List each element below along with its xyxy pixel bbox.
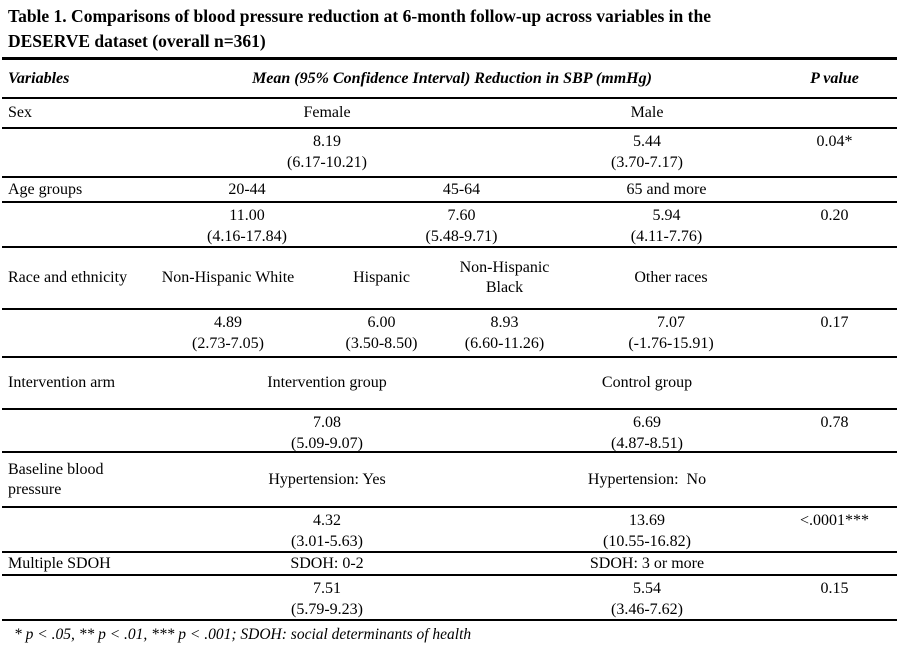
mean-value: 6.69 xyxy=(633,414,661,431)
mean-value: 11.00 xyxy=(229,207,265,224)
ci-value: (3.46-7.62) xyxy=(611,601,683,618)
category-control-group: Control group xyxy=(601,374,693,391)
value-cell-sdoh-0-2: 7.51 (5.79-9.23) xyxy=(132,578,522,620)
baseline-bp-data-row: 4.32 (3.01-5.63) 13.69 (10.55-16.82) <.0… xyxy=(2,508,897,553)
category-nh-black: Non-Hispanic Black xyxy=(459,259,554,296)
ci-value: (4.16-17.84) xyxy=(207,228,287,245)
age-category-row: Age groups 20-44 45-64 65 and more xyxy=(2,178,897,203)
mean-value: 8.19 xyxy=(313,133,341,150)
table-title: Table 1. Comparisons of blood pressure r… xyxy=(2,0,897,60)
category-intervention-group: Intervention group xyxy=(267,374,387,391)
category-sdoh-3-more: SDOH: 3 or more xyxy=(589,554,705,572)
value-cell-male: 5.44 (3.70-7.17) xyxy=(522,131,772,173)
category-other-races: Other races xyxy=(634,269,708,286)
value-cell-female: 8.19 (6.17-10.21) xyxy=(132,131,522,173)
variable-label-age: Age groups xyxy=(8,180,83,198)
p-value-sex: 0.04* xyxy=(816,133,853,150)
category-20-44: 20-44 xyxy=(228,180,266,198)
ci-value: (3.70-7.17) xyxy=(611,154,683,171)
variable-label-race: Race and ethnicity xyxy=(8,269,128,286)
ci-value: (-1.76-15.91) xyxy=(628,335,714,352)
p-value-baseline-bp: <.0001*** xyxy=(799,512,870,529)
variable-label-sex: Sex xyxy=(8,104,32,121)
race-category-row: Race and ethnicity Non-Hispanic White Hi… xyxy=(2,248,897,310)
category-nh-white: Non-Hispanic White xyxy=(161,269,295,286)
variable-label-baseline-bp: Baseline blood pressure xyxy=(8,460,104,498)
ci-value: (5.79-9.23) xyxy=(291,601,363,618)
category-65-more: 65 and more xyxy=(626,180,707,198)
variable-label-intervention: Intervention arm xyxy=(8,374,116,391)
mean-value: 7.60 xyxy=(447,207,476,224)
variable-label-sdoh: Multiple SDOH xyxy=(8,554,111,572)
value-cell-20-44: 11.00 (4.16-17.84) xyxy=(132,205,362,247)
value-cell-hispanic: 6.00 (3.50-8.50) xyxy=(324,312,439,354)
mean-value: 13.69 xyxy=(629,512,665,529)
ci-value: (10.55-16.82) xyxy=(603,533,691,550)
category-hypertension-yes: Hypertension: Yes xyxy=(268,470,386,488)
value-cell-other-races: 7.07 (-1.76-15.91) xyxy=(570,312,772,354)
mean-value: 4.32 xyxy=(313,512,341,529)
ci-value: (4.11-7.76) xyxy=(630,228,703,245)
ci-value: (4.87-8.51) xyxy=(611,435,683,452)
category-male: Male xyxy=(630,104,664,121)
value-cell-hypertension-no: 13.69 (10.55-16.82) xyxy=(522,510,772,552)
sdoh-data-row: 7.51 (5.79-9.23) 5.54 (3.46-7.62) 0.15 xyxy=(2,576,897,621)
ci-value: (5.48-9.71) xyxy=(425,228,498,245)
p-value-race: 0.17 xyxy=(820,314,849,331)
mean-value: 5.44 xyxy=(633,133,661,150)
ci-value: (3.50-8.50) xyxy=(345,335,418,352)
header-variables: Variables xyxy=(8,69,70,87)
intervention-category-row: Intervention arm Intervention group Cont… xyxy=(2,358,897,410)
sex-category-row: Sex Female Male xyxy=(2,99,897,129)
mean-value: 6.00 xyxy=(367,314,396,331)
mean-value: 7.07 xyxy=(657,314,685,331)
header-mean-ci: Mean (95% Confidence Interval) Reduction… xyxy=(252,69,652,87)
race-data-row: 4.89 (2.73-7.05) 6.00 (3.50-8.50) 8.93 (… xyxy=(2,310,897,358)
table-header-row: Variables Mean (95% Confidence Interval)… xyxy=(2,60,897,99)
p-value-age: 0.20 xyxy=(820,207,849,224)
ci-value: (6.60-11.26) xyxy=(464,335,545,352)
category-45-64: 45-64 xyxy=(442,180,481,198)
sex-data-row: 8.19 (6.17-10.21) 5.44 (3.70-7.17) 0.04* xyxy=(2,129,897,178)
value-cell-nh-black: 8.93 (6.60-11.26) xyxy=(439,312,570,354)
p-value-sdoh: 0.15 xyxy=(820,580,849,597)
ci-value: (2.73-7.05) xyxy=(192,335,264,352)
mean-value: 5.54 xyxy=(633,580,661,597)
category-hispanic: Hispanic xyxy=(353,269,410,286)
baseline-bp-category-row: Baseline blood pressure Hypertension: Ye… xyxy=(2,453,897,508)
value-cell-sdoh-3-more: 5.54 (3.46-7.62) xyxy=(522,578,772,620)
mean-value: 7.51 xyxy=(313,580,341,597)
intervention-data-row: 7.08 (5.09-9.07) 6.69 (4.87-8.51) 0.78 xyxy=(2,410,897,453)
value-cell-intervention-group: 7.08 (5.09-9.07) xyxy=(132,412,522,454)
age-data-row: 11.00 (4.16-17.84) 7.60 (5.48-9.71) 5.94… xyxy=(2,203,897,248)
value-cell-hypertension-yes: 4.32 (3.01-5.63) xyxy=(132,510,522,552)
value-cell-65-more: 5.94 (4.11-7.76) xyxy=(561,205,772,247)
mean-value: 7.08 xyxy=(313,414,341,431)
value-cell-nh-white: 4.89 (2.73-7.05) xyxy=(132,312,324,354)
p-value-intervention: 0.78 xyxy=(820,414,849,431)
category-hypertension-no: Hypertension: No xyxy=(587,470,707,488)
mean-value: 8.93 xyxy=(490,314,519,331)
table-title-line1: Table 1. Comparisons of blood pressure r… xyxy=(8,6,711,26)
sdoh-category-row: Multiple SDOH SDOH: 0-2 SDOH: 3 or more xyxy=(2,553,897,576)
mean-value: 4.89 xyxy=(214,314,242,331)
table-footnote: * p < .05, ** p < .01, *** p < .001; SDO… xyxy=(14,626,472,643)
value-cell-45-64: 7.60 (5.48-9.71) xyxy=(362,205,561,247)
header-p-value: P value xyxy=(810,69,859,87)
category-female: Female xyxy=(303,104,351,121)
table-title-line2: DESERVE dataset (overall n=361) xyxy=(8,31,266,51)
value-cell-control-group: 6.69 (4.87-8.51) xyxy=(522,412,772,454)
ci-value: (5.09-9.07) xyxy=(291,435,363,452)
ci-value: (6.17-10.21) xyxy=(287,154,367,171)
mean-value: 5.94 xyxy=(652,207,681,224)
ci-value: (3.01-5.63) xyxy=(291,533,363,550)
category-sdoh-0-2: SDOH: 0-2 xyxy=(290,554,364,572)
